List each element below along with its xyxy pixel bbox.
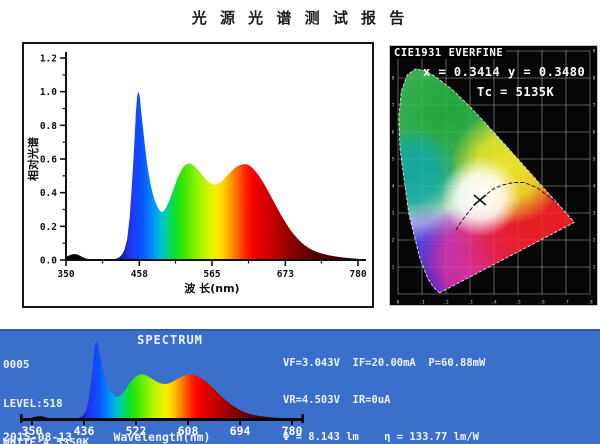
svg-text:波 长(nm): 波 长(nm) xyxy=(184,281,239,295)
svg-text:780: 780 xyxy=(282,424,303,435)
measurement-line: VF=3.043V IF=20.00mA P=60.88mW xyxy=(283,356,486,369)
measurement-line: VR=4.503V IR=0uA xyxy=(283,394,391,407)
svg-text:7: 7 xyxy=(392,103,395,109)
measurement-date: 2015-08-13 xyxy=(3,430,73,444)
svg-text:780: 780 xyxy=(349,269,366,280)
svg-text:694: 694 xyxy=(230,424,251,435)
svg-text:0.4: 0.4 xyxy=(40,188,57,199)
svg-text:.3: .3 xyxy=(467,300,473,306)
wavelength-axis-label: Wavelength(nm) xyxy=(113,430,211,444)
svg-text:522: 522 xyxy=(126,424,147,435)
svg-text:6: 6 xyxy=(392,130,395,136)
level-readout: LEVEL:518 xyxy=(3,397,63,410)
measurement-line: Φ = 8.143 lm η = 133.77 lm/W xyxy=(283,431,479,444)
cie-diagram-panel: 0.1.2.3.4.5.6.7.8112233445566778899 CIE1… xyxy=(389,45,598,306)
mini-spectrum-chart: 350 436 522 608 694 780 xyxy=(0,331,312,438)
svg-text:673: 673 xyxy=(277,269,294,280)
spd-chart: 0.0 0.2 0.4 0.6 0.8 1.0 1.2 350 458 565 673 780 波 长(… xyxy=(26,52,367,295)
svg-text:8: 8 xyxy=(392,76,395,82)
measurement-results-block: VF=3.043V IF=20.00mA P=60.88mW VR=4.503V… xyxy=(283,332,567,444)
svg-text:0.0: 0.0 xyxy=(40,256,57,267)
svg-text:5: 5 xyxy=(392,157,395,163)
svg-text:0.2: 0.2 xyxy=(40,222,57,233)
svg-text:4: 4 xyxy=(392,184,395,190)
svg-text:0.6: 0.6 xyxy=(40,155,57,166)
svg-text:.8: .8 xyxy=(587,300,593,306)
svg-text:1.0: 1.0 xyxy=(40,87,57,98)
svg-text:1.2: 1.2 xyxy=(40,54,57,65)
svg-text:1: 1 xyxy=(593,265,596,271)
svg-text:6: 6 xyxy=(593,130,596,136)
cie-header-label: CIE1931 EVERFINE xyxy=(391,47,507,59)
svg-text:350: 350 xyxy=(22,424,43,435)
svg-text:458: 458 xyxy=(131,269,148,280)
svg-text:.6: .6 xyxy=(539,300,545,306)
svg-text:3: 3 xyxy=(593,211,596,217)
svg-text:0: 0 xyxy=(397,300,400,306)
cie-xy-readout: x = 0.3414 y = 0.3480 xyxy=(423,65,586,79)
svg-text:5: 5 xyxy=(593,157,596,163)
svg-text:436: 436 xyxy=(74,424,95,435)
svg-text:.4: .4 xyxy=(491,300,497,306)
svg-text:相对光谱: 相对光谱 xyxy=(26,137,40,181)
svg-text:9: 9 xyxy=(593,49,596,55)
spd-chart-frame: 0.0 0.2 0.4 0.6 0.8 1.0 1.2 350 458 565 673 780 波 长(… xyxy=(22,42,374,308)
cie-chromaticity-diagram: 0.1.2.3.4.5.6.7.8112233445566778899 xyxy=(389,45,598,306)
svg-text:8: 8 xyxy=(593,76,596,82)
svg-text:2: 2 xyxy=(593,238,596,244)
instrument-readout-panel: 350 436 522 608 694 780 0005 LEVEL:518 WHITE:… xyxy=(0,329,600,444)
page-title: 光 源 光 谱 测 试 报 告 xyxy=(191,9,409,27)
record-id: 0005 xyxy=(3,358,30,371)
svg-text:350: 350 xyxy=(57,269,74,280)
svg-text:2: 2 xyxy=(392,238,395,244)
svg-text:608: 608 xyxy=(178,424,199,435)
svg-text:0.8: 0.8 xyxy=(40,121,57,132)
svg-text:.7: .7 xyxy=(563,300,569,306)
white-mode-readout: WHITE:A_5350K xyxy=(3,436,90,444)
svg-text:4: 4 xyxy=(593,184,596,190)
svg-text:1: 1 xyxy=(392,265,395,271)
measurement-header-block: 0005 LEVEL:518 WHITE:A_5350K xyxy=(3,332,89,444)
svg-text:3: 3 xyxy=(392,211,395,217)
svg-text:565: 565 xyxy=(203,269,220,280)
svg-text:7: 7 xyxy=(593,103,596,109)
spectrum-title: SPECTRUM xyxy=(137,333,203,347)
svg-text:.2: .2 xyxy=(443,300,449,306)
svg-text:.5: .5 xyxy=(515,300,521,306)
cie-tc-readout: Tc = 5135K xyxy=(477,85,555,99)
svg-text:.1: .1 xyxy=(419,300,425,306)
